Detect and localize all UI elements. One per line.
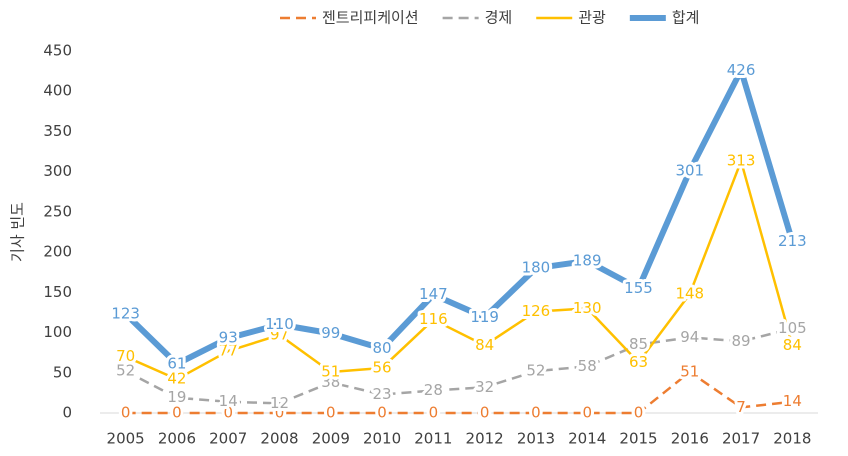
data-label: 213 [778, 232, 807, 250]
data-label: 84 [475, 336, 494, 354]
y-axis-title: 기사 빈도 [9, 202, 27, 262]
data-label: 123 [111, 305, 140, 323]
data-label: 42 [167, 370, 186, 388]
data-label: 58 [578, 357, 597, 375]
x-tick-label: 2017 [722, 430, 760, 448]
data-label: 89 [732, 332, 751, 350]
data-label: 38 [321, 373, 340, 391]
legend-label: 경제 [485, 9, 513, 27]
data-label: 0 [223, 404, 233, 422]
x-tick-label: 2013 [517, 430, 555, 448]
data-label: 116 [419, 310, 448, 328]
data-label: 0 [582, 404, 592, 422]
y-tick-label: 450 [43, 42, 72, 60]
x-tick-label: 2006 [158, 430, 196, 448]
y-tick-label: 250 [43, 202, 72, 220]
data-label: 301 [675, 161, 704, 179]
data-label: 56 [373, 358, 392, 376]
data-label: 80 [373, 339, 392, 357]
data-label: 94 [680, 328, 699, 346]
data-label: 0 [377, 404, 387, 422]
legend-label: 젠트리피케이션 [322, 9, 419, 27]
data-label: 0 [121, 404, 131, 422]
data-label: 0 [480, 404, 490, 422]
x-tick-label: 2005 [107, 430, 145, 448]
data-label: 12 [270, 394, 289, 412]
data-label: 126 [522, 302, 551, 320]
y-tick-label: 50 [53, 363, 72, 381]
data-label: 147 [419, 285, 448, 303]
y-tick-label: 350 [43, 122, 72, 140]
data-label: 99 [321, 324, 340, 342]
data-label: 14 [219, 392, 238, 410]
data-label: 0 [531, 404, 541, 422]
x-tick-label: 2016 [671, 430, 709, 448]
y-tick-label: 300 [43, 162, 72, 180]
x-tick-label: 2015 [619, 430, 657, 448]
data-label: 85 [629, 335, 648, 353]
x-tick-label: 2009 [312, 430, 350, 448]
legend-label: 합계 [672, 9, 700, 27]
data-label: 51 [321, 362, 340, 380]
data-label: 93 [219, 329, 238, 347]
data-label: 70 [116, 347, 135, 365]
data-label: 0 [172, 404, 182, 422]
data-label: 189 [573, 251, 602, 269]
data-label: 119 [470, 308, 499, 326]
data-label: 97 [270, 325, 289, 343]
data-label: 0 [634, 404, 644, 422]
data-label: 313 [727, 152, 756, 170]
data-label: 61 [167, 354, 186, 372]
y-tick-label: 0 [62, 404, 72, 422]
data-label: 52 [116, 362, 135, 380]
y-tick-label: 200 [43, 243, 72, 261]
data-label: 0 [275, 404, 285, 422]
series-line [125, 370, 793, 415]
data-label: 51 [680, 362, 699, 380]
y-tick-label: 150 [43, 283, 72, 301]
series-line [123, 67, 796, 367]
data-label: 0 [326, 404, 336, 422]
legend-label: 관광 [578, 9, 606, 27]
x-tick-label: 2007 [209, 430, 247, 448]
data-label: 63 [629, 353, 648, 371]
data-label: 426 [727, 61, 756, 79]
data-label: 14 [783, 392, 802, 410]
series-line [125, 327, 793, 405]
data-label: 19 [167, 388, 186, 406]
x-tick-label: 2012 [466, 430, 504, 448]
x-tick-label: 2010 [363, 430, 401, 448]
y-tick-label: 100 [43, 323, 72, 341]
data-label: 180 [522, 259, 551, 277]
data-label: 7 [736, 398, 746, 416]
data-label: 105 [778, 319, 807, 337]
series-line [125, 159, 794, 381]
data-label: 155 [624, 279, 653, 297]
data-label: 52 [526, 362, 545, 380]
data-label: 110 [265, 315, 294, 333]
data-label: 28 [424, 381, 443, 399]
data-label: 32 [475, 378, 494, 396]
data-label: 77 [219, 342, 238, 360]
data-label: 130 [573, 299, 602, 317]
data-label: 84 [783, 336, 802, 354]
data-label: 148 [675, 284, 704, 302]
y-tick-label: 400 [43, 82, 72, 100]
x-tick-label: 2018 [773, 430, 811, 448]
x-tick-label: 2014 [568, 430, 606, 448]
x-tick-label: 2011 [414, 430, 452, 448]
x-tick-label: 2008 [260, 430, 298, 448]
data-label: 0 [429, 404, 439, 422]
data-label: 23 [373, 385, 392, 403]
